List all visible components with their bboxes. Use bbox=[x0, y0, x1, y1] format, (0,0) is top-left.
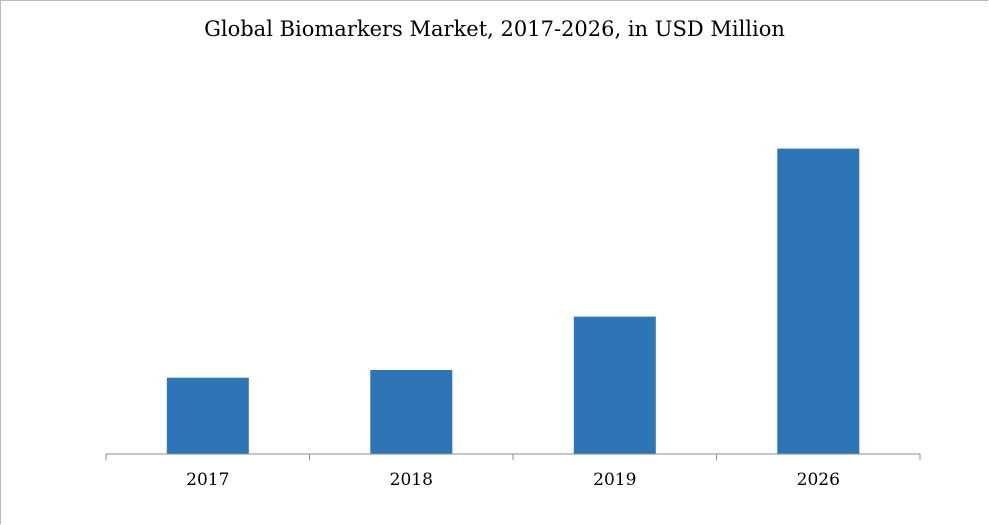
bar-2026 bbox=[777, 148, 860, 454]
x-tick-label: 2018 bbox=[390, 470, 433, 490]
bar-2019 bbox=[573, 316, 656, 454]
x-axis bbox=[105, 453, 921, 460]
x-tick-label: 2017 bbox=[186, 470, 229, 490]
x-tick-labels: 2017 2018 2019 2026 bbox=[186, 470, 840, 490]
chart-title: Global Biomarkers Market, 2017-2026, in … bbox=[204, 17, 785, 41]
x-tick-label: 2019 bbox=[593, 470, 636, 490]
x-tick-label: 2026 bbox=[797, 470, 840, 490]
bar-2017 bbox=[166, 377, 249, 454]
bar-2018 bbox=[370, 370, 453, 454]
bars-group bbox=[166, 148, 860, 454]
